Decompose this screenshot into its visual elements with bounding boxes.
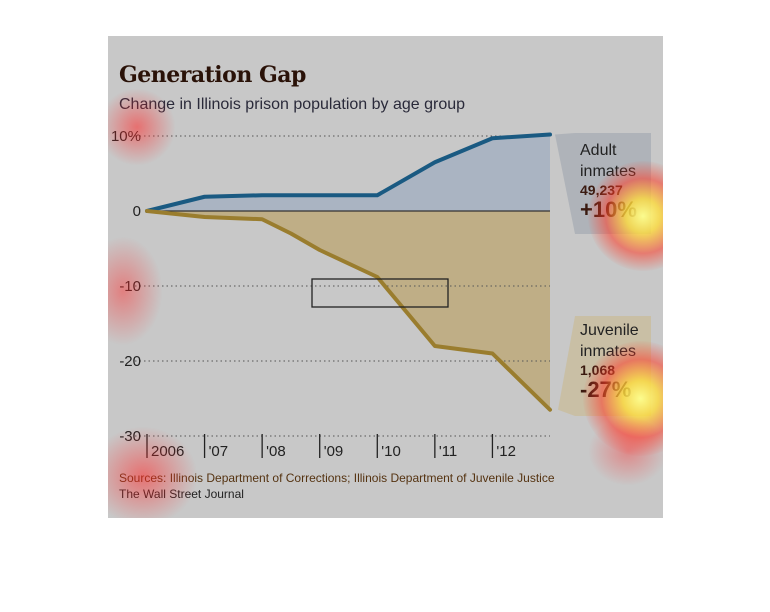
x-tick-label: '07 — [209, 443, 229, 460]
series-area-1 — [147, 211, 550, 410]
chart-panel: 10% 0 -10 -20 -30 2006 '07 '08 '09 '10 '11 '12 Gene… — [108, 36, 663, 518]
x-tick-label: '09 — [324, 443, 344, 460]
juvenile-change: -27% — [580, 377, 632, 402]
y-tick-label: -10 — [119, 278, 141, 295]
sources-note: Sources: Illinois Department of Correcti… — [119, 471, 555, 485]
juvenile-annotation: Juvenile inmates 1,068 -27% — [580, 320, 639, 402]
y-tick-label: 10% — [111, 128, 141, 145]
chart-title: Generation Gap — [119, 62, 306, 88]
series-area-0 — [147, 134, 550, 211]
adult-label-line2: inmates — [580, 163, 637, 180]
y-tick-label: -20 — [119, 353, 141, 370]
series-line-1 — [145, 209, 552, 412]
credit-note: The Wall Street Journal — [119, 487, 244, 501]
x-tick-label: '11 — [439, 443, 457, 460]
adult-annotation: Adult inmates 49,237 +10% — [580, 140, 637, 222]
x-tick-label: 2006 — [151, 443, 184, 460]
y-tick-label: -30 — [119, 428, 141, 445]
x-tick-label: '10 — [381, 443, 401, 460]
series-line-0 — [145, 132, 552, 213]
adult-change: +10% — [580, 197, 637, 222]
juvenile-label-line2: inmates — [580, 343, 637, 360]
chart-subtitle: Change in Illinois prison population by … — [119, 96, 466, 113]
adult-value: 49,237 — [580, 182, 623, 198]
juvenile-value: 1,068 — [580, 362, 616, 378]
juvenile-label-line1: Juvenile — [580, 322, 639, 339]
x-tick-label: '12 — [496, 443, 516, 460]
x-tick-label: '08 — [266, 443, 286, 460]
adult-label-line1: Adult — [580, 142, 617, 159]
y-tick-label: 0 — [133, 203, 141, 220]
selection-rectangle[interactable] — [311, 278, 449, 308]
